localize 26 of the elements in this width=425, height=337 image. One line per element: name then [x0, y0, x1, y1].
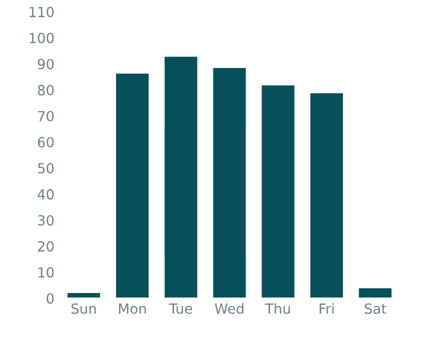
y-tick-label: 70	[38, 110, 54, 122]
y-tick-label: 90	[38, 58, 54, 70]
bar	[358, 286, 393, 298]
bar	[308, 92, 344, 298]
bar	[66, 292, 102, 298]
y-tick-label: 50	[38, 163, 54, 174]
x-tick-label: Sat	[364, 303, 386, 314]
y-tick-label: 20	[38, 241, 54, 252]
y-tick-label: 110	[30, 6, 54, 18]
bar	[260, 84, 296, 298]
y-tick-label: 100	[30, 32, 54, 44]
y-tick-label: 40	[38, 189, 54, 200]
bar	[163, 55, 199, 298]
y-tick-label: 60	[38, 136, 54, 148]
y-tick-label: 80	[38, 84, 54, 96]
y-tick-label: 10	[38, 267, 54, 278]
bar	[212, 66, 248, 298]
x-tick-label: Tue	[169, 304, 192, 314]
x-tick-label: Mon	[119, 304, 146, 314]
x-tick-label: Fri	[320, 303, 334, 314]
bar	[114, 72, 150, 298]
x-tick-label: Wed	[214, 303, 244, 314]
x-tick-label: Thu	[264, 303, 290, 314]
x-tick-label: Sun	[71, 303, 96, 314]
y-tick-label: 30	[38, 215, 54, 226]
y-tick-label: 0	[46, 293, 54, 304]
